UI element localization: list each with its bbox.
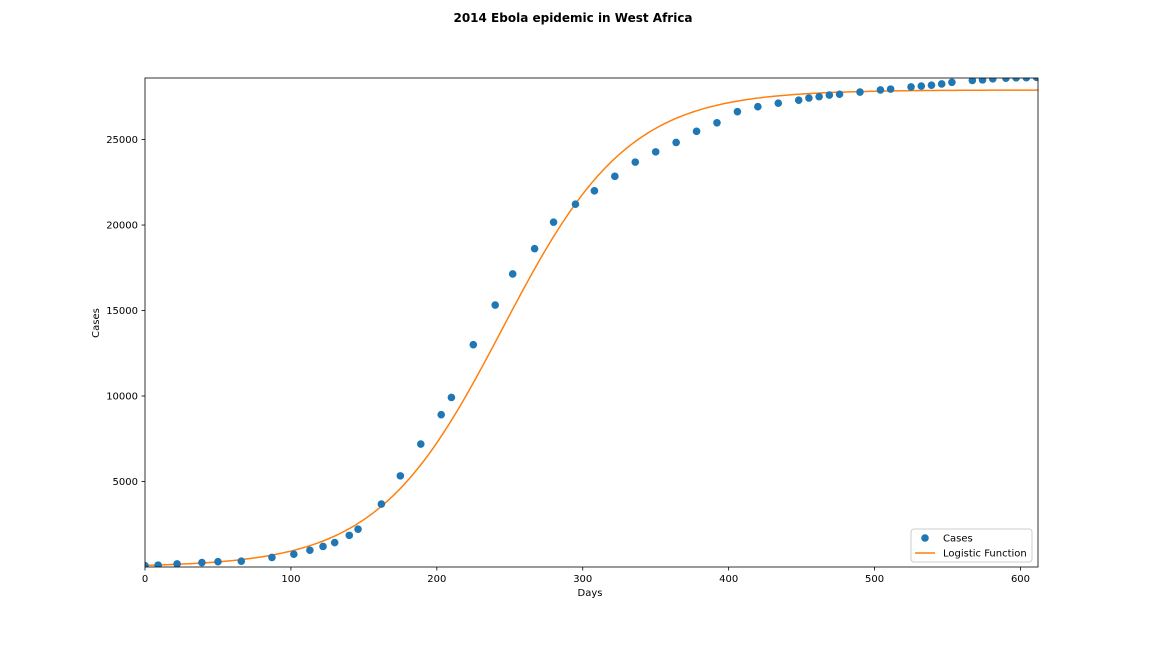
x-tick-label: 0 <box>142 574 148 585</box>
legend-logistic-label: Logistic Function <box>943 549 1027 560</box>
cases-point <box>1032 78 1038 82</box>
cases-point <box>173 560 181 567</box>
cases-point <box>713 118 721 127</box>
x-tick-label: 300 <box>573 574 592 585</box>
cases-point <box>530 244 539 253</box>
cases-point <box>154 561 162 567</box>
y-tick-label: 20000 <box>106 221 138 232</box>
y-tick-label: 15000 <box>106 306 138 317</box>
y-tick-label: 5000 <box>113 477 138 488</box>
cases-point <box>447 393 456 402</box>
cases-point <box>948 78 956 87</box>
cases-point <box>825 91 834 99</box>
plot-area: 0 100 200 300 400 500 600 5000 10000 15000 20000 2… <box>106 77 1039 585</box>
legend-box <box>910 528 1033 563</box>
cases-point <box>306 546 314 555</box>
axes-frame <box>144 77 1039 568</box>
cases-point <box>290 550 298 558</box>
cases-point <box>651 148 660 156</box>
cases-point <box>508 270 517 278</box>
x-tick-label: 500 <box>865 574 884 585</box>
cases-point <box>611 172 619 181</box>
cases-point <box>416 440 425 448</box>
cases-point <box>145 561 149 567</box>
cases-point <box>319 542 327 551</box>
cases-point <box>672 138 680 147</box>
cases-point <box>733 107 742 116</box>
cases-point <box>968 78 977 85</box>
cases-point <box>491 301 499 309</box>
cases-point <box>1012 78 1020 82</box>
legend: Cases Logistic Function <box>910 528 1033 563</box>
cases-point <box>345 531 354 540</box>
cases-point <box>988 78 997 83</box>
y-axis-ticks: 5000 10000 15000 20000 25000 <box>106 135 145 488</box>
data-marks <box>145 78 1038 567</box>
y-tick-label: 10000 <box>106 392 138 403</box>
x-tick-label: 400 <box>719 574 738 585</box>
x-tick-label: 100 <box>281 574 300 585</box>
cases-point <box>856 88 864 96</box>
cases-point <box>692 127 701 136</box>
cases-point <box>907 83 915 91</box>
cases-point <box>1022 78 1031 82</box>
cases-point <box>214 557 222 566</box>
cases-point <box>774 99 783 107</box>
cases-point <box>937 80 946 88</box>
cases-point <box>754 102 762 111</box>
cases-point <box>330 538 339 547</box>
y-tick-label: 25000 <box>106 135 138 146</box>
cases-point <box>437 410 446 419</box>
chart-title: 2014 Ebola epidemic in West Africa <box>453 11 692 25</box>
cases-point <box>917 82 926 90</box>
cases-point <box>377 500 386 508</box>
cases-point <box>794 96 803 105</box>
cases-point <box>835 90 844 99</box>
x-axis-ticks: 0 100 200 300 400 500 600 <box>142 567 1030 585</box>
cases-point <box>237 557 246 565</box>
cases-point <box>631 158 640 166</box>
cases-point <box>198 558 206 567</box>
cases-point <box>354 525 362 534</box>
cases-point <box>469 340 478 349</box>
cases-points <box>145 78 1038 567</box>
x-axis-label: Days <box>578 588 603 599</box>
cases-point <box>590 187 599 195</box>
cases-point <box>876 86 885 94</box>
y-axis-label: Cases <box>91 308 102 338</box>
cases-point <box>1002 78 1010 82</box>
cases-point <box>571 200 580 208</box>
cases-point <box>978 78 987 84</box>
x-tick-label: 200 <box>427 574 446 585</box>
cases-point <box>549 218 558 226</box>
cases-point <box>805 94 813 102</box>
cases-point <box>396 472 405 480</box>
legend-cases-label: Cases <box>943 534 973 545</box>
x-tick-label: 600 <box>1011 574 1030 585</box>
cases-point <box>886 85 895 93</box>
cases-point <box>815 92 823 101</box>
cases-point <box>268 553 276 562</box>
legend-cases-marker <box>921 534 929 542</box>
cases-point <box>927 81 936 89</box>
